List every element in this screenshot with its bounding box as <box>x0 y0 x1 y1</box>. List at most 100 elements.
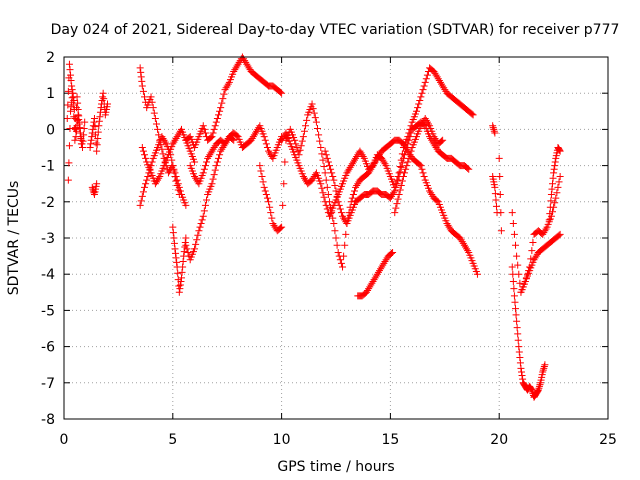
data-point <box>465 165 473 173</box>
data-point <box>205 153 213 161</box>
data-point <box>398 177 406 185</box>
data-point <box>201 129 209 137</box>
data-point <box>420 82 428 90</box>
y-tick-label: -7 <box>41 376 55 392</box>
data-point <box>510 285 518 293</box>
data-point <box>422 75 430 83</box>
data-point <box>346 163 354 171</box>
series-arc-22 <box>517 230 564 296</box>
data-point <box>258 172 266 180</box>
data-point <box>172 254 180 262</box>
data-point <box>70 124 78 132</box>
data-point <box>137 68 145 76</box>
data-point <box>516 359 524 367</box>
data-point <box>175 129 183 137</box>
data-point <box>445 223 453 231</box>
data-point <box>137 197 145 205</box>
data-point <box>393 200 401 208</box>
data-point <box>278 89 286 97</box>
data-point <box>64 176 72 184</box>
data-point <box>220 142 228 150</box>
data-point <box>443 220 451 228</box>
data-point <box>319 189 327 197</box>
data-point <box>464 247 472 255</box>
data-point <box>216 107 224 115</box>
data-point <box>378 154 386 162</box>
data-point <box>382 256 390 264</box>
x-tick-label: 15 <box>381 432 399 448</box>
data-point <box>387 249 395 257</box>
data-point <box>430 67 438 75</box>
data-point <box>158 133 166 141</box>
data-point <box>535 384 543 392</box>
data-point <box>67 71 75 79</box>
data-point <box>71 125 79 133</box>
data-point <box>322 176 330 184</box>
data-point <box>457 236 465 244</box>
data-point <box>270 221 278 229</box>
data-point <box>387 192 395 200</box>
data-point <box>347 162 355 170</box>
data-point <box>397 182 405 190</box>
data-point <box>540 363 548 371</box>
data-point <box>94 134 102 142</box>
data-point <box>322 151 330 159</box>
data-point <box>191 172 199 180</box>
data-point <box>260 133 268 141</box>
data-point <box>169 162 177 170</box>
data-point <box>495 154 503 162</box>
data-point <box>73 104 81 112</box>
data-point <box>417 162 425 170</box>
data-point <box>267 209 275 217</box>
data-point <box>509 220 517 228</box>
y-tick-label: -4 <box>41 267 55 283</box>
data-point <box>367 281 375 289</box>
data-point <box>171 172 179 180</box>
data-point <box>348 160 356 168</box>
data-point <box>386 194 394 202</box>
data-point <box>96 113 104 121</box>
data-point <box>519 375 527 383</box>
data-point <box>193 236 201 244</box>
data-point <box>277 88 285 96</box>
data-point <box>200 207 208 215</box>
plot-frame <box>63 56 609 420</box>
data-point <box>308 100 316 108</box>
data-point <box>325 162 333 170</box>
data-point <box>235 58 243 66</box>
data-point <box>216 151 224 159</box>
data-point <box>173 182 181 190</box>
data-point <box>354 180 362 188</box>
data-point <box>527 255 535 263</box>
data-point <box>515 270 523 278</box>
data-point <box>539 368 547 376</box>
data-point <box>209 145 217 153</box>
data-point <box>541 361 549 369</box>
data-point <box>68 94 76 102</box>
data-point <box>352 154 360 162</box>
data-point <box>336 205 344 213</box>
data-point <box>399 172 407 180</box>
data-point <box>169 140 177 148</box>
data-point <box>556 172 564 180</box>
data-point <box>433 197 441 205</box>
data-point <box>324 158 332 166</box>
data-point <box>151 115 159 123</box>
data-point <box>176 285 184 293</box>
y-tick-label: 0 <box>46 122 55 138</box>
data-point <box>366 283 374 291</box>
data-point <box>540 229 548 237</box>
data-point <box>195 227 203 235</box>
data-point <box>263 144 271 151</box>
data-point <box>251 129 259 137</box>
data-point <box>431 69 439 77</box>
data-point <box>267 151 275 159</box>
data-point <box>99 89 107 97</box>
data-point <box>517 364 525 372</box>
data-point <box>174 269 182 277</box>
data-point <box>554 183 562 191</box>
data-point <box>154 125 162 133</box>
data-point <box>150 109 158 117</box>
data-point <box>173 258 181 266</box>
data-point <box>154 176 162 184</box>
